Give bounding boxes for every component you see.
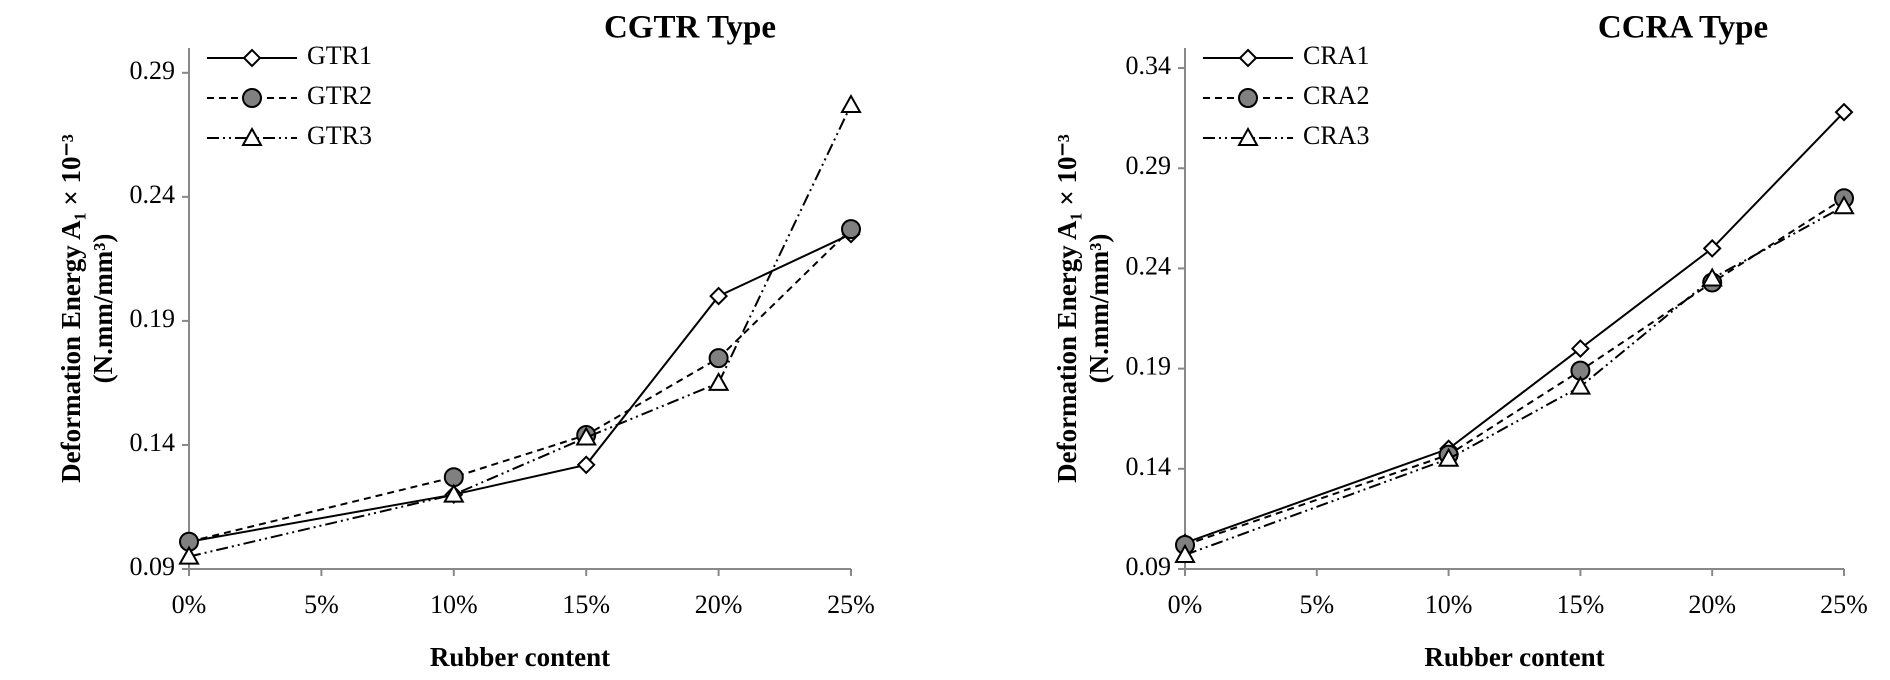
marker [1437,447,1460,467]
y-tick-label: 0.14 [130,428,176,457]
x-tick-label: 10% [1425,590,1473,619]
legend-marker [1238,88,1258,108]
legend-label: GTR1 [307,41,372,70]
y-tick-label: 0.24 [1126,251,1172,280]
y-tick-label: 0.34 [1126,51,1172,80]
x-tick-label: 20% [1688,590,1736,619]
y-tick-label: 0.09 [130,552,176,581]
marker [1834,102,1854,122]
x-tick-label: 25% [1820,590,1868,619]
legend-marker [1238,48,1258,68]
marker [576,455,596,475]
marker [1701,267,1723,287]
y-tick-label: 0.29 [1126,151,1172,180]
x-axis-label: Rubber content [430,642,610,672]
legend-label: GTR3 [307,121,372,150]
x-tick-label: 10% [430,590,478,619]
legend-label: CRA1 [1303,41,1369,70]
x-axis-label: Rubber content [1424,642,1604,672]
legend-label: GTR2 [307,81,372,110]
marker [443,483,465,503]
y-tick-label: 0.09 [1126,552,1172,581]
marker [707,371,730,391]
y-tick-label: 0.24 [130,180,176,209]
x-tick-label: 25% [827,590,875,619]
chart: CCRA Type 0.09 0.14 0.19 0.24 0.29 0.34 0% 5% 10%… [1052,10,1868,673]
legend-label: CRA3 [1303,121,1369,150]
chart: CGTR Type 0.09 0.14 0.19 0.24 0.29 0% 5% 10% 15% 2… [56,10,875,673]
legend-marker [1237,126,1259,146]
series-line [1184,205,1845,556]
y-tick-label: 0.14 [1126,452,1172,481]
marker [1702,238,1722,258]
marker [1570,339,1590,358]
marker [708,348,729,369]
marker [178,545,200,565]
marker [575,426,597,446]
marker [443,467,464,488]
y-tick-label: 0.19 [130,304,176,333]
x-tick-label: 0% [172,590,207,619]
y-tick-label: 0.19 [1126,352,1172,381]
series-line [1184,111,1845,544]
y-axis-label: Deformation Energy A₁ × 10⁻³ [1052,134,1082,483]
legend-marker [242,48,262,68]
series-line [188,228,852,543]
marker [709,286,729,306]
legend-marker [241,126,263,146]
series-line [1184,197,1845,546]
y-axis-label: (N.mm/mm³) [1084,234,1114,384]
series-line [188,233,852,543]
legend-marker [242,88,262,108]
x-tick-label: 15% [1557,590,1605,619]
chart-title: CGTR Type [604,10,776,46]
x-tick-label: 0% [1168,590,1203,619]
series-line [188,104,852,558]
y-axis-label: (N.mm/mm³) [88,234,118,384]
marker [1833,195,1855,215]
x-tick-label: 20% [695,590,743,619]
legend-label: CRA2 [1303,81,1369,110]
marker [841,219,861,240]
x-tick-label: 5% [1299,590,1334,619]
chart-title: CCRA Type [1598,10,1768,46]
x-tick-label: 15% [562,590,610,619]
marker [1174,543,1196,563]
x-tick-label: 5% [304,590,339,619]
marker [840,94,862,114]
y-axis-label: Deformation Energy A₁ × 10⁻³ [56,134,86,483]
y-tick-label: 0.29 [130,56,176,85]
marker [1569,375,1592,395]
